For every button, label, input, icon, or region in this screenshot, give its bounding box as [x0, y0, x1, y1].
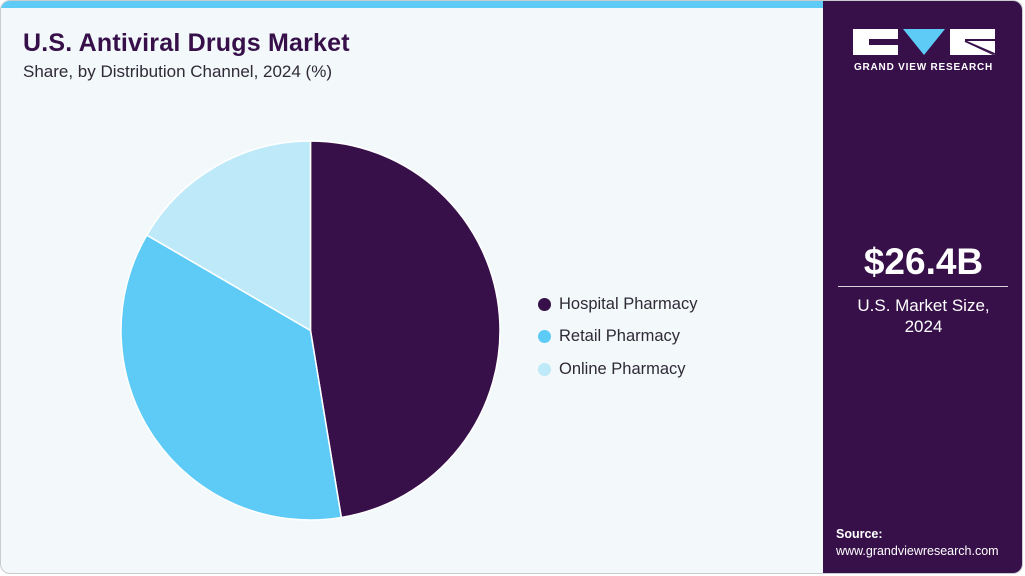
market-size-value: $26.4B	[863, 241, 984, 282]
chart-title: U.S. Antiviral Drugs Market	[23, 29, 350, 57]
chart-legend: Hospital Pharmacy Retail Pharmacy Online…	[538, 288, 697, 386]
legend-item-retail-pharmacy: Retail Pharmacy	[538, 321, 697, 354]
legend-label: Retail Pharmacy	[559, 327, 681, 346]
legend-dot-icon	[538, 362, 551, 376]
caption-line-1: U.S. Market Size,	[857, 296, 990, 315]
legend-label: Hospital Pharmacy	[559, 294, 698, 313]
divider	[838, 286, 1008, 287]
brand-name: GRAND VIEW RESEARCH	[853, 62, 994, 73]
chart-subtitle: Share, by Distribution Channel, 2024 (%)	[23, 62, 332, 81]
pie-slice-online-pharmacy	[145, 140, 312, 332]
pie-chart	[120, 140, 501, 521]
accent-bar	[1, 1, 823, 8]
source-url[interactable]: www.grandviewresearch.com	[836, 544, 999, 558]
sidebar-panel: GRAND VIEW RESEARCH $26.4B U.S. Market S…	[823, 1, 1022, 573]
legend-item-hospital-pharmacy: Hospital Pharmacy	[538, 288, 697, 321]
caption-line-2: 2024	[904, 317, 943, 336]
pie-slice-hospital-pharmacy	[309, 140, 501, 519]
source-label: Source:	[836, 527, 883, 541]
legend-dot-icon	[538, 297, 551, 311]
market-size-caption: U.S. Market Size, 2024	[823, 295, 1022, 337]
legend-label: Online Pharmacy	[559, 359, 686, 378]
grand-view-research-logo-icon	[853, 29, 995, 55]
legend-item-online-pharmacy: Online Pharmacy	[538, 353, 697, 386]
pie-slice-retail-pharmacy	[120, 234, 343, 521]
legend-dot-icon	[538, 330, 551, 344]
